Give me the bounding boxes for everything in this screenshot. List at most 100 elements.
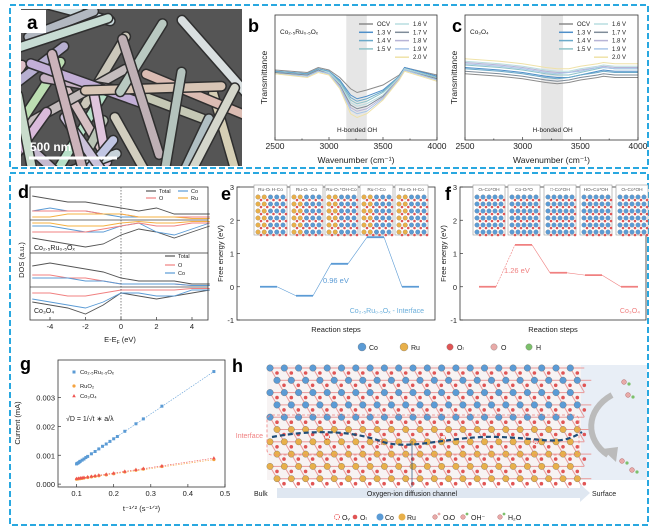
channel-label: Oxygen-ion diffusion channel <box>367 491 458 498</box>
atom-o <box>621 198 625 202</box>
oxygen-atom <box>310 432 315 437</box>
atom <box>421 229 427 235</box>
atom-o <box>355 233 359 237</box>
atom-o <box>390 212 394 216</box>
oxygen-atom <box>296 383 301 388</box>
oxygen-atom <box>375 469 379 474</box>
atom-o <box>295 219 299 223</box>
atom <box>533 215 539 221</box>
oxygen-atom <box>489 371 494 375</box>
ru-atom <box>287 426 295 433</box>
atom-o <box>365 205 369 209</box>
oxygen-atom <box>361 371 365 375</box>
co-atom <box>466 364 474 372</box>
co-atom <box>338 413 345 421</box>
atom-o <box>384 205 388 209</box>
ru-atom <box>445 426 452 433</box>
atom <box>332 215 338 221</box>
nanorod <box>21 92 36 166</box>
atom-o <box>390 198 394 202</box>
co-atom <box>509 389 517 397</box>
co-atom <box>330 376 338 384</box>
atom-o <box>525 198 529 202</box>
atom-o <box>378 198 381 202</box>
atom <box>367 194 373 200</box>
atom <box>599 208 605 214</box>
atom <box>310 222 316 228</box>
atom-o <box>272 212 275 216</box>
atom-o <box>330 212 334 216</box>
nanorod <box>116 19 167 96</box>
oxygen-atom <box>518 395 522 400</box>
atom <box>557 229 563 235</box>
atom <box>599 194 605 200</box>
oxygen-atom <box>410 408 415 412</box>
oxygen-atom <box>346 371 351 375</box>
atom <box>396 194 402 200</box>
co-atom <box>481 364 488 372</box>
legend-label: Total <box>159 189 171 195</box>
atom-o <box>413 233 416 237</box>
barrier-annotation: 0.96 eV <box>323 276 349 285</box>
atom <box>492 215 498 221</box>
atom <box>304 201 309 207</box>
atom-o <box>609 205 613 209</box>
legend-label: 1.5 V <box>377 47 391 53</box>
oxygen-atom <box>532 420 537 425</box>
atom-o <box>336 226 340 230</box>
data-point <box>85 474 90 479</box>
atom <box>374 229 379 235</box>
hydroxide-icon <box>460 514 466 520</box>
atom <box>255 194 261 200</box>
atom-o <box>365 212 369 216</box>
atom-o <box>406 226 410 230</box>
oxygen-atom <box>310 383 315 388</box>
atom <box>623 208 629 214</box>
atom <box>291 229 297 235</box>
oxygen-atom <box>482 457 487 461</box>
atom-o <box>378 226 381 230</box>
oxygen-atom <box>339 383 344 388</box>
atom-o <box>400 233 404 237</box>
atom <box>515 208 521 214</box>
y-tick-label: 3 <box>453 183 457 192</box>
atom-o <box>519 212 523 216</box>
legend-label: Ru <box>407 515 416 522</box>
oxygen-atom <box>568 481 572 486</box>
oxygen-atom <box>446 445 451 449</box>
atom <box>617 215 623 221</box>
atom <box>409 208 414 214</box>
oxygen-atom <box>310 457 315 461</box>
atom-o <box>585 219 589 223</box>
oxygen-atom <box>432 371 437 375</box>
oxygen-atom <box>375 371 379 375</box>
atom-o <box>400 212 404 216</box>
atom <box>480 222 486 228</box>
atom-o <box>645 233 649 237</box>
co-atom <box>387 376 395 384</box>
oxygen-atom <box>504 469 508 474</box>
legend-label: 2.0 V <box>413 55 427 61</box>
atom <box>641 215 647 221</box>
atom <box>415 201 421 207</box>
atom-o <box>490 205 494 209</box>
oxygen-atom <box>332 445 337 449</box>
atom-o <box>561 226 565 230</box>
series-line-OCV <box>464 73 638 85</box>
panel-label-c: c <box>452 16 462 36</box>
ru-atom <box>273 450 281 458</box>
data-point <box>115 434 119 438</box>
atom-o <box>490 198 494 202</box>
series-line-2.0V <box>464 58 638 70</box>
atom-o <box>513 198 517 202</box>
co-atom <box>423 413 431 421</box>
atom-o <box>597 219 601 223</box>
oxygen-atom <box>296 481 301 486</box>
ru-atom <box>545 450 553 458</box>
oxygen-atom <box>318 371 322 375</box>
atom-o <box>519 226 523 230</box>
legend-label: Co <box>369 345 378 352</box>
atom <box>563 229 569 235</box>
atom-o <box>555 212 559 216</box>
atom-o <box>561 205 565 209</box>
